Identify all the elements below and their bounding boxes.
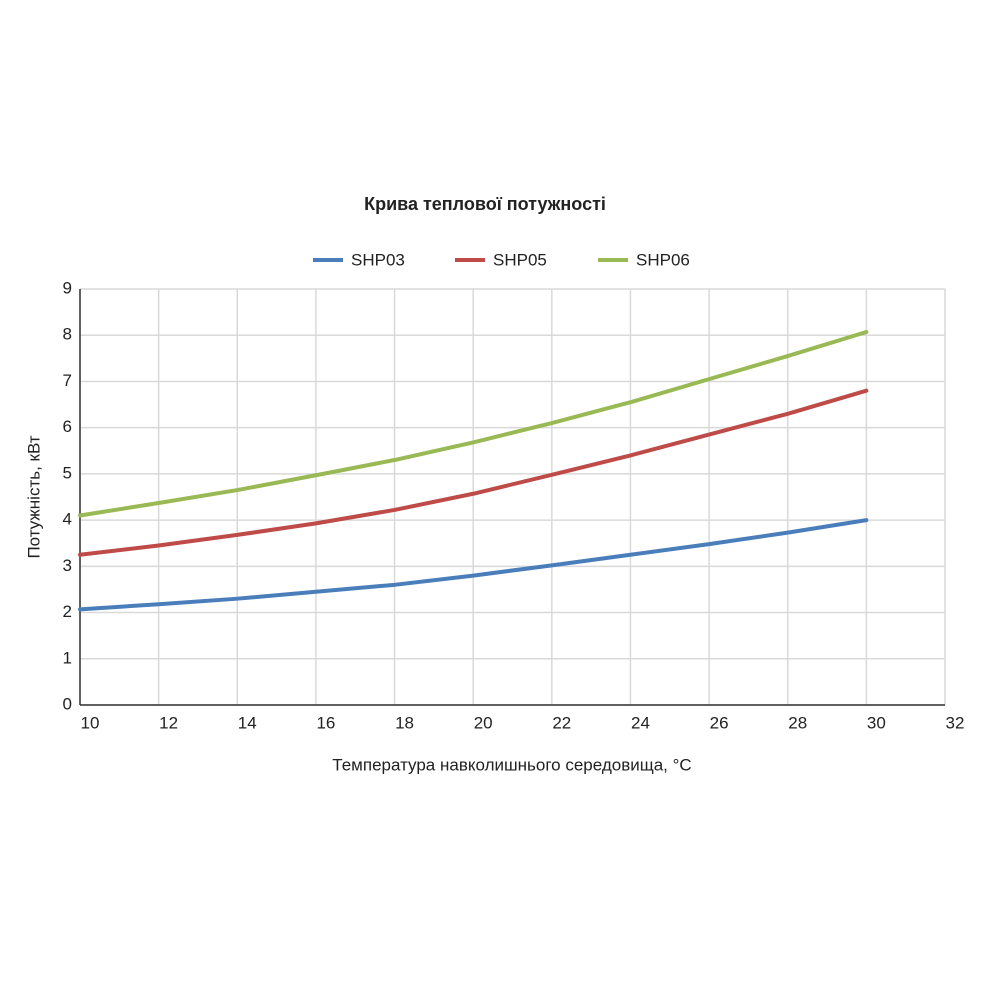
x-tick-label: 18	[395, 713, 414, 732]
y-tick-label: 2	[63, 602, 72, 621]
x-tick-label: 24	[631, 713, 650, 732]
y-tick-label: 0	[63, 694, 72, 713]
legend-label: SHP03	[351, 250, 405, 269]
y-tick-label: 4	[63, 510, 72, 529]
x-tick-label: 10	[81, 713, 100, 732]
x-tick-label: 26	[710, 713, 729, 732]
x-tick-label: 28	[788, 713, 807, 732]
series-line	[78, 329, 869, 518]
x-tick-label: 20	[474, 713, 493, 732]
y-tick-label: 3	[63, 556, 72, 575]
y-tick-label: 8	[63, 325, 72, 344]
series-line	[78, 388, 869, 557]
chart-title: Крива теплової потужності	[364, 194, 606, 214]
y-tick-label: 1	[63, 648, 72, 667]
y-tick-label: 7	[63, 371, 72, 390]
series-line	[78, 518, 869, 612]
x-tick-label: 12	[159, 713, 178, 732]
x-tick-label: 22	[552, 713, 571, 732]
legend-label: SHP06	[636, 250, 690, 269]
y-tick-label: 9	[63, 278, 72, 297]
y-tick-label: 6	[63, 417, 72, 436]
x-tick-label: 16	[316, 713, 335, 732]
x-tick-label: 30	[867, 713, 886, 732]
y-tick-label: 5	[63, 463, 72, 482]
x-tick-label: 32	[946, 713, 965, 732]
legend-label: SHP05	[493, 250, 547, 269]
x-tick-label: 14	[238, 713, 257, 732]
x-axis-label: Температура навколишнього середовища, °C	[332, 755, 691, 774]
y-axis-label: Потужність, кВт	[24, 435, 43, 558]
